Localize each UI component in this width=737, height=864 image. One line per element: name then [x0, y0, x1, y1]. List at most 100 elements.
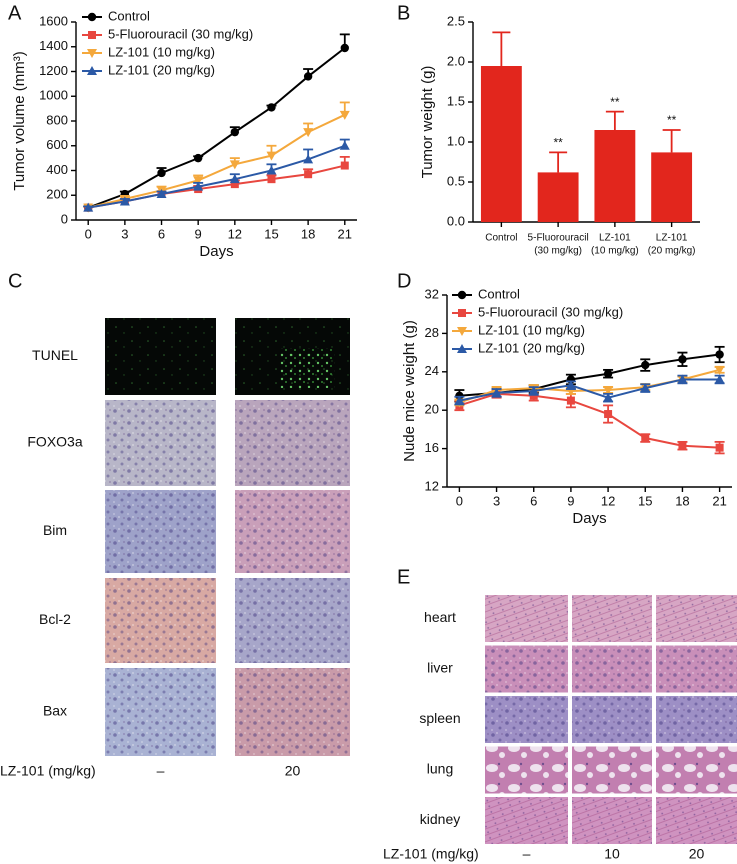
micrograph-texture	[572, 797, 652, 844]
x-tick-label: 18	[675, 493, 689, 508]
data-point	[714, 365, 725, 375]
micrograph-texture	[235, 400, 350, 486]
significance: **	[610, 95, 620, 109]
y-tick-label: 1200	[39, 63, 68, 78]
micrograph-texture	[235, 490, 350, 573]
data-point	[641, 434, 650, 443]
x-tick-label: 9	[195, 226, 202, 241]
legend-marker	[457, 344, 467, 353]
x-tick-label: 6	[158, 226, 165, 241]
data-point	[603, 369, 613, 378]
micrograph-texture	[485, 746, 568, 794]
micrograph-texture	[656, 645, 737, 693]
y-tick-label: 32	[425, 286, 439, 301]
x-axis-label: Days	[572, 510, 606, 527]
micrograph-texture	[485, 696, 568, 743]
row-label: liver	[427, 660, 453, 676]
x-tick-label: 18	[301, 226, 315, 241]
legend-marker	[457, 327, 467, 336]
data-point	[565, 380, 576, 390]
y-tick-label: 2.0	[447, 53, 465, 68]
data-point	[303, 154, 314, 164]
data-point	[303, 128, 314, 138]
series-line	[459, 392, 720, 449]
y-tick-label: 28	[425, 325, 439, 340]
panel-letter: A	[8, 2, 22, 24]
micrograph-texture	[485, 595, 568, 642]
y-tick-label: 20	[425, 402, 439, 417]
data-point	[339, 110, 350, 120]
x-tick-label: 15	[638, 493, 652, 508]
y-tick-label: 16	[425, 440, 439, 455]
data-point	[157, 168, 166, 178]
data-point	[156, 189, 167, 199]
y-tick-label: 0.0	[447, 213, 465, 228]
x-tick-label: 12	[601, 493, 615, 508]
x-tick-label: 21	[712, 493, 726, 508]
legend-label: 5-Fluorouracil (30 mg/kg)	[108, 26, 253, 41]
x-axis-label: Days	[199, 243, 233, 260]
x-tick-label: 6	[530, 493, 537, 508]
data-point	[193, 176, 204, 186]
y-tick-label: 2.5	[447, 13, 465, 28]
micrograph-texture	[485, 797, 568, 844]
micrograph-texture	[485, 645, 568, 693]
x-tick-label: 5-Fluorouracil	[528, 233, 589, 244]
y-tick-label: 0	[61, 211, 68, 226]
significance: **	[553, 136, 563, 150]
data-point	[678, 355, 687, 364]
micrograph-texture	[105, 318, 216, 395]
x-tick-label: Control	[485, 233, 517, 244]
column-label: –	[157, 763, 165, 779]
micrograph-texture	[656, 696, 737, 743]
series-line	[87, 47, 346, 209]
data-point	[340, 43, 349, 53]
micrograph-texture	[105, 400, 216, 486]
legend-label: 5-Fluorouracil (30 mg/kg)	[478, 304, 623, 319]
data-point	[714, 374, 725, 384]
data-point	[193, 181, 204, 191]
data-point	[303, 72, 313, 81]
y-tick-label: 1.5	[447, 93, 465, 108]
micrograph-texture	[572, 645, 652, 693]
row-label: Bax	[43, 703, 67, 719]
data-point	[715, 443, 724, 452]
legend-label: LZ-101 (10 mg/kg)	[478, 322, 585, 337]
x-tick-label: LZ-101	[656, 233, 688, 244]
panel-letter: D	[397, 270, 411, 292]
data-point	[267, 103, 276, 112]
legend-label: Control	[478, 286, 520, 301]
bar	[594, 130, 636, 222]
legend-label: LZ-101 (10 mg/kg)	[108, 44, 215, 59]
micrograph-texture	[572, 696, 652, 743]
row-label: lung	[427, 761, 453, 777]
x-tick-label: LZ-101	[599, 233, 631, 244]
micrograph-texture	[656, 746, 737, 794]
micrograph-texture	[235, 668, 350, 756]
data-point	[83, 202, 94, 212]
micrograph-texture	[105, 578, 216, 663]
row-label: kidney	[420, 811, 460, 827]
row-label: TUNEL	[32, 347, 78, 363]
legend-marker	[87, 12, 97, 22]
y-tick-label: 1600	[39, 13, 68, 28]
column-label: –	[523, 846, 531, 862]
column-label: 20	[285, 763, 301, 779]
micrograph-texture	[572, 595, 652, 642]
x-tick-label: (20 mg/kg)	[648, 246, 696, 257]
column-label: 20	[689, 846, 705, 862]
legend-label: LZ-101 (20 mg/kg)	[478, 340, 585, 355]
y-tick-label: 1.0	[447, 133, 465, 148]
column-label: 10	[604, 846, 620, 862]
treatment-label: LZ-101 (mg/kg)	[383, 846, 479, 862]
data-point	[304, 170, 313, 179]
data-point	[678, 441, 687, 450]
micrograph-texture	[656, 797, 737, 844]
data-point	[266, 165, 277, 175]
micrograph-texture	[572, 746, 652, 794]
y-axis-label: Nude mice weight (g)	[401, 320, 418, 462]
x-tick-label: 9	[567, 493, 574, 508]
significance: **	[667, 113, 677, 127]
data-point	[603, 386, 614, 396]
